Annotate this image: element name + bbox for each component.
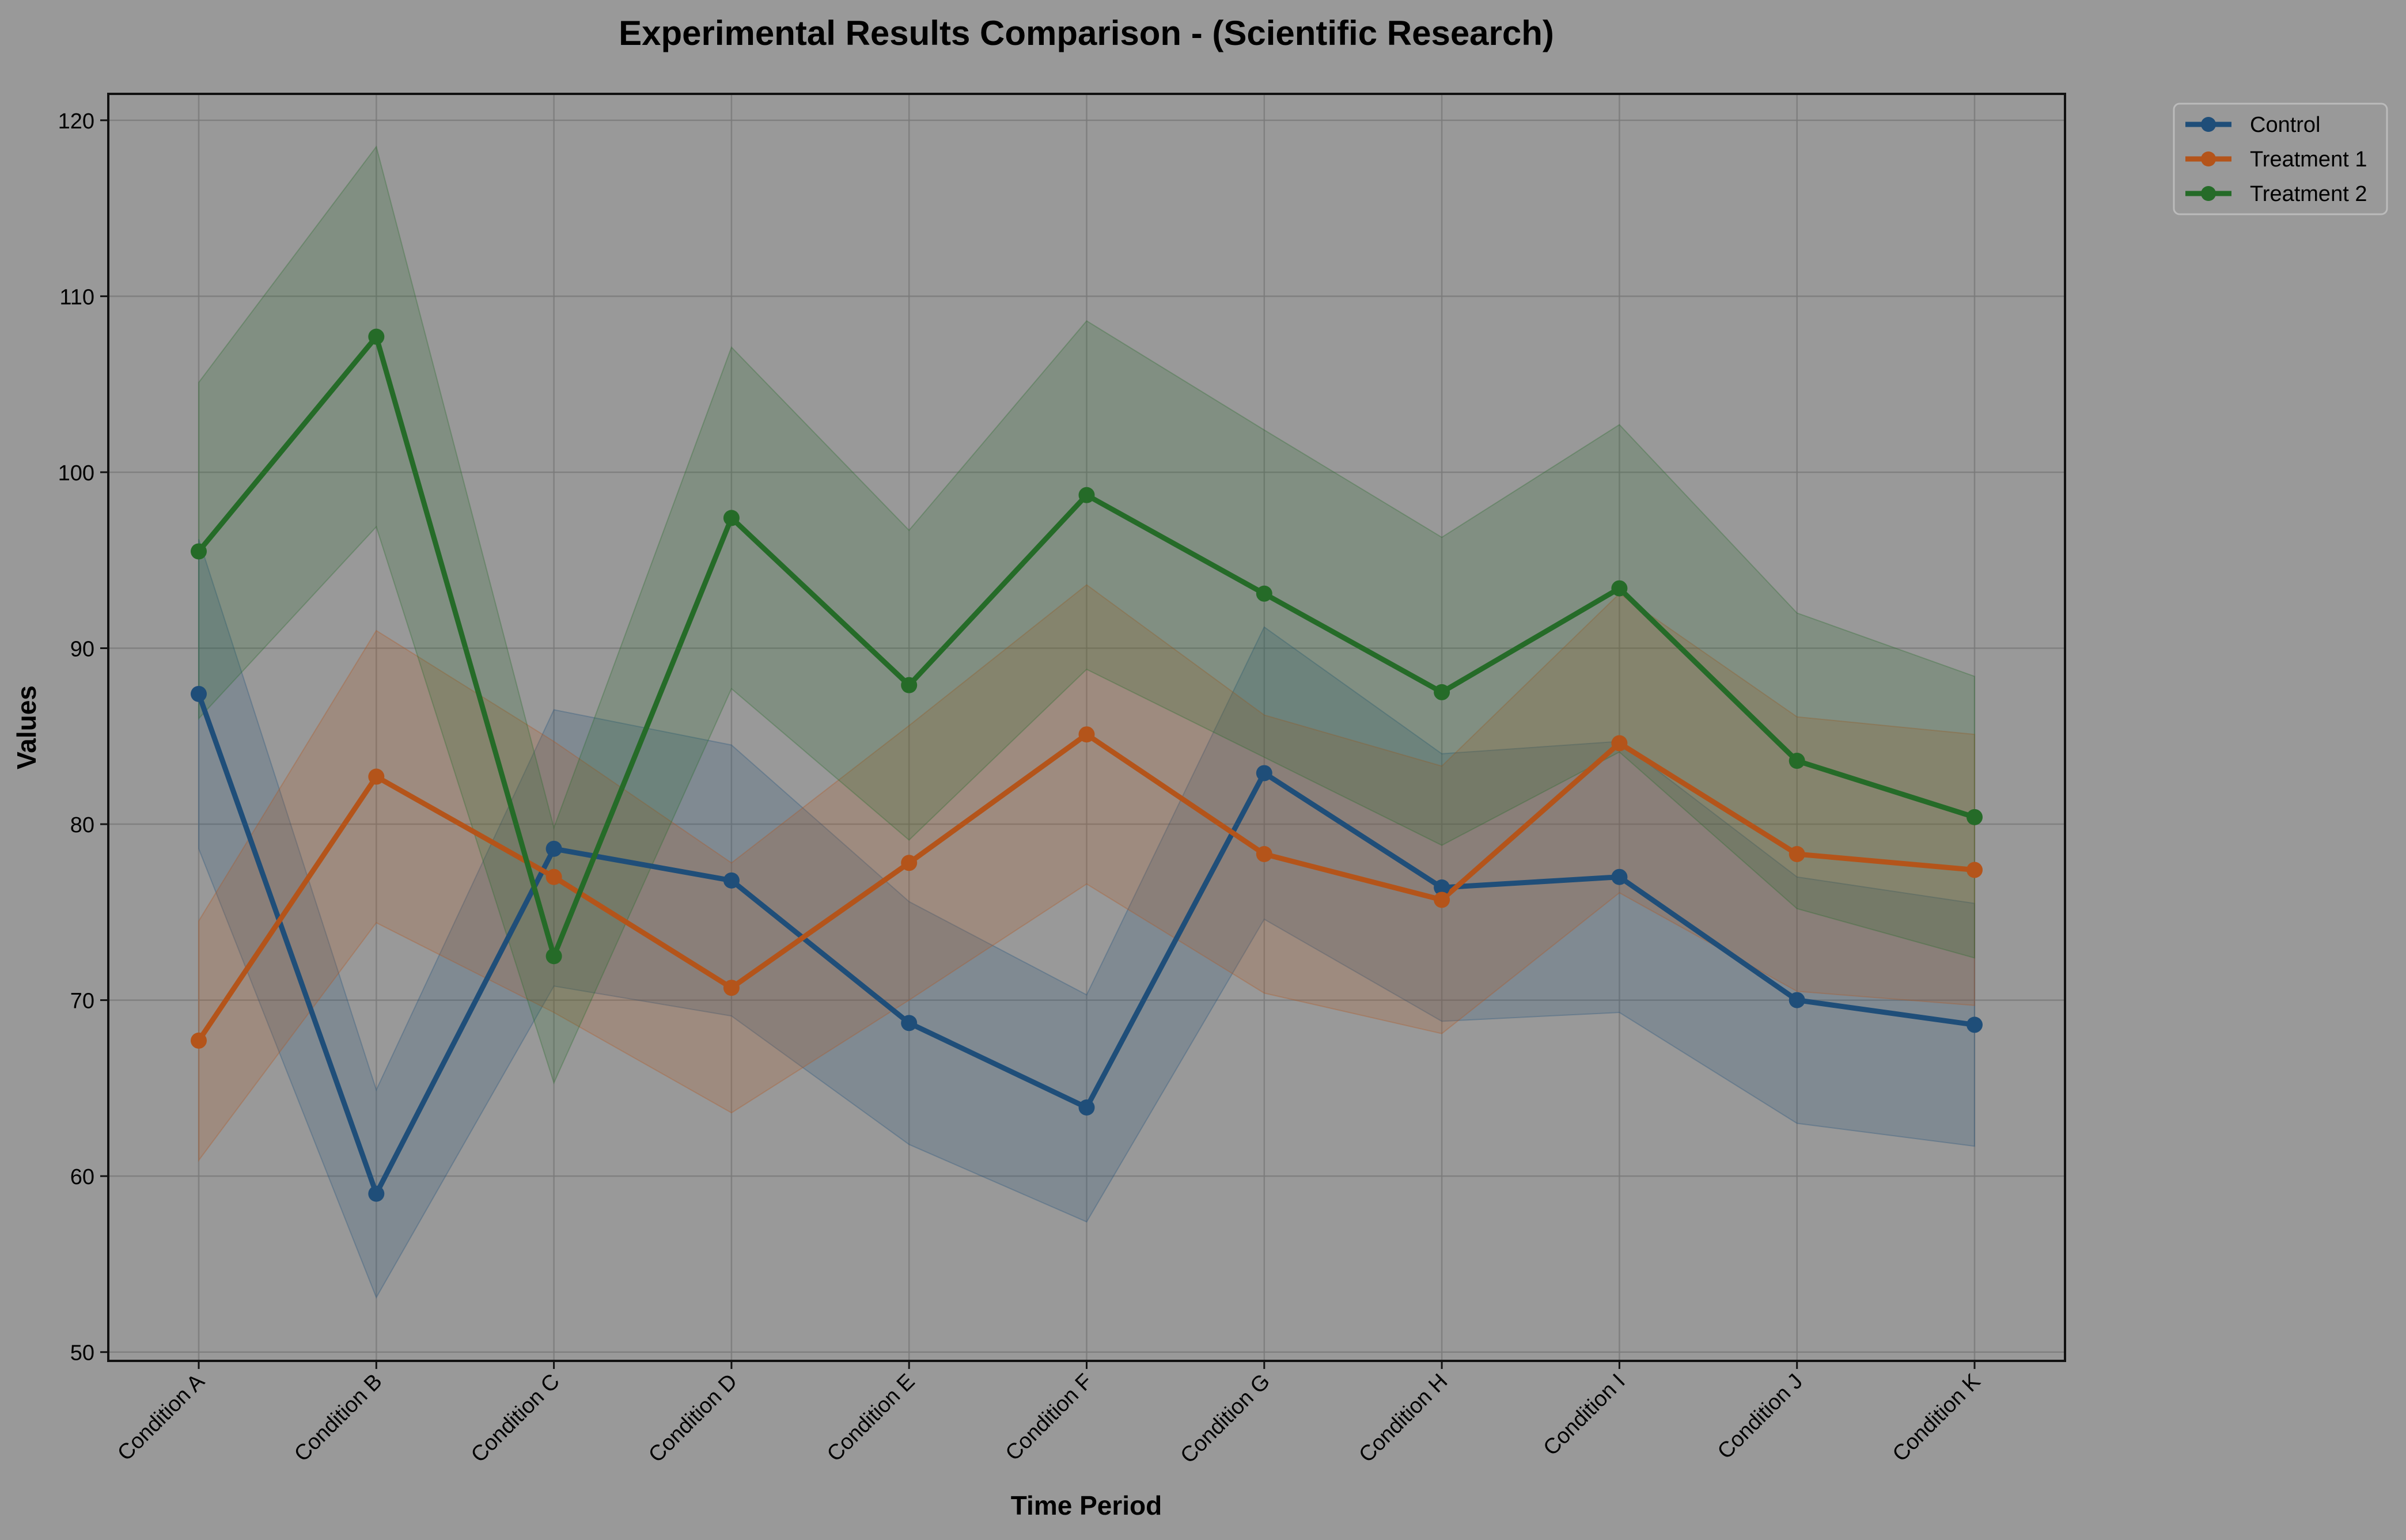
- point-treatment-2: [1078, 487, 1095, 503]
- point-treatment-1: [1611, 735, 1628, 752]
- point-treatment-1: [1434, 892, 1450, 908]
- point-control: [1434, 879, 1450, 896]
- legend-label-control: Control: [2250, 113, 2321, 137]
- point-treatment-2: [901, 677, 918, 693]
- legend-marker-control: [2201, 117, 2216, 132]
- point-treatment-1: [545, 868, 562, 885]
- band-control: [198, 538, 1975, 1299]
- x-axis-label: Time Period: [1011, 1490, 1162, 1520]
- point-treatment-1: [1078, 726, 1095, 743]
- point-control: [1789, 992, 1805, 1008]
- legend-marker-treatment-1: [2201, 151, 2216, 166]
- point-treatment-2: [1256, 585, 1272, 602]
- y-tick-label: 70: [70, 989, 94, 1014]
- point-control: [723, 872, 740, 889]
- band-treatment-1: [198, 584, 1975, 1162]
- point-treatment-2: [1434, 684, 1450, 700]
- point-control: [1078, 1099, 1095, 1116]
- legend-label-treatment-2: Treatment 2: [2250, 182, 2367, 206]
- point-control: [368, 1185, 385, 1202]
- point-treatment-2: [1789, 753, 1805, 769]
- point-treatment-1: [901, 855, 918, 871]
- point-treatment-1: [368, 768, 385, 785]
- point-treatment-2: [368, 328, 385, 345]
- point-treatment-1: [191, 1032, 207, 1049]
- point-control: [191, 685, 207, 702]
- point-control: [1256, 765, 1272, 782]
- legend-label-treatment-1: Treatment 1: [2250, 147, 2367, 172]
- grid: [108, 94, 2065, 1361]
- y-tick-label: 90: [70, 638, 94, 662]
- y-tick-label: 110: [59, 285, 94, 309]
- point-treatment-2: [723, 510, 740, 526]
- point-treatment-1: [1967, 862, 1983, 878]
- y-tick-label: 120: [58, 109, 94, 134]
- legend: Control Treatment 1 Treatment 2: [2173, 103, 2388, 215]
- point-control: [545, 840, 562, 857]
- band-treatment-2: [198, 145, 1975, 1084]
- legend-box: [2173, 103, 2388, 215]
- point-control: [901, 1015, 918, 1031]
- y-axis: 50 60 70 80 90 100 110 120: [58, 109, 108, 1365]
- point-treatment-2: [545, 948, 562, 965]
- point-treatment-1: [1256, 846, 1272, 862]
- point-treatment-2: [191, 543, 207, 560]
- confidence-bands: [198, 145, 1975, 1299]
- point-treatment-1: [1789, 846, 1805, 862]
- y-tick-label: 100: [58, 461, 94, 485]
- y-tick-label: 80: [70, 813, 94, 837]
- point-treatment-1: [723, 980, 740, 996]
- y-tick-label: 60: [70, 1165, 94, 1189]
- point-treatment-2: [1611, 580, 1628, 597]
- point-control: [1611, 868, 1628, 885]
- series-points: [191, 328, 1983, 1202]
- point-treatment-2: [1967, 809, 1983, 825]
- point-control: [1967, 1016, 1983, 1033]
- chart-title: Experimental Results Comparison - (Scien…: [619, 14, 1554, 52]
- y-tick-label: 50: [70, 1341, 94, 1365]
- y-axis-label: Values: [12, 685, 41, 769]
- legend-marker-treatment-2: [2201, 186, 2216, 201]
